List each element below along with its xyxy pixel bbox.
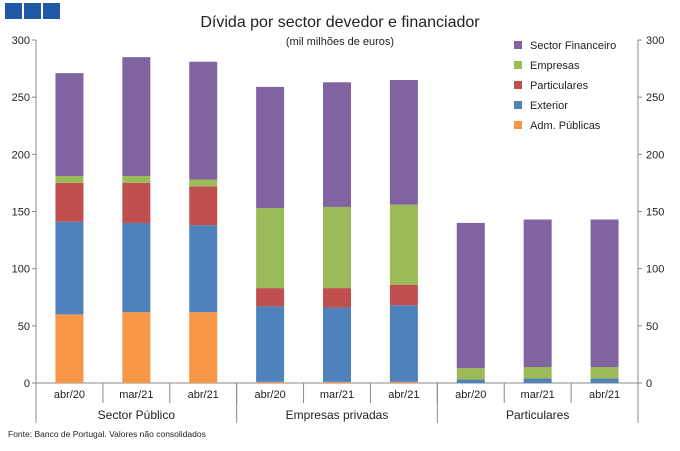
legend-label: Adm. Públicas	[530, 120, 601, 132]
bar-segment-sector-financeiro	[256, 86, 285, 209]
bar-segment-adm-p-blicas	[55, 314, 84, 383]
legend-label: Particulares	[530, 80, 589, 92]
bar-segment-adm-p-blicas	[389, 381, 418, 383]
x-tick-label: abr/21	[589, 389, 620, 401]
y-tick-label-left: 200	[12, 149, 30, 161]
bar-segment-particulares	[55, 182, 84, 222]
plot-area: 0 0 50 50 100 100 150 150 200 200 250 250 300 300 abr/…	[12, 35, 664, 423]
bar-segment-sector-financeiro	[323, 82, 351, 207]
bar-segment-exterior	[456, 379, 485, 383]
legend-swatch	[514, 81, 522, 89]
header-square	[24, 3, 41, 19]
y-tick-label-left: 100	[12, 264, 30, 276]
y-tick-label-left: 250	[12, 92, 30, 104]
bar-segment-empresas	[523, 366, 552, 379]
legend-label: Sector Financeiro	[530, 40, 616, 52]
bar-segment-exterior	[323, 307, 351, 382]
bar-segment-exterior	[256, 306, 285, 382]
bar-segment-empresas	[189, 179, 218, 187]
bar-segment-exterior	[55, 221, 84, 315]
legend-swatch	[514, 121, 522, 129]
bar-segment-exterior	[590, 378, 619, 383]
bar-segment-sector-financeiro	[456, 222, 485, 369]
group-label: Sector Público	[98, 408, 176, 422]
x-tick-label: mar/21	[521, 389, 555, 401]
y-tick-label-right: 50	[646, 321, 658, 333]
header-square	[5, 3, 22, 19]
header-logo	[5, 3, 60, 19]
bar-segment-empresas	[55, 176, 84, 183]
chart-title: Dívida por sector devedor e financiador	[200, 14, 480, 31]
bar-segment-sector-financeiro	[55, 73, 84, 177]
y-tick-label-right: 150	[646, 207, 664, 219]
chart-subtitle: (mil milhões de euros)	[286, 36, 394, 48]
x-tick-label: mar/21	[320, 389, 354, 401]
legend-swatch	[514, 61, 522, 69]
bar-segment-empresas	[323, 206, 351, 289]
bar-segment-empresas	[389, 204, 418, 285]
bar-segment-empresas	[456, 368, 485, 380]
bar-segment-sector-financeiro	[590, 219, 619, 367]
bar-segment-adm-p-blicas	[323, 381, 351, 383]
y-tick-label-right: 0	[646, 378, 652, 390]
bar-segment-particulares	[256, 288, 285, 307]
y-tick-label-left: 50	[18, 321, 30, 333]
legend-swatch	[514, 41, 522, 49]
bar-segment-exterior	[389, 305, 418, 382]
bar-segment-adm-p-blicas	[189, 312, 218, 383]
x-tick-label: abr/20	[54, 389, 85, 401]
x-tick-label: abr/20	[455, 389, 486, 401]
bar-segment-exterior	[523, 378, 552, 383]
group-label: Particulares	[506, 408, 569, 422]
x-tick-label: abr/21	[388, 389, 419, 401]
y-tick-label-right: 250	[646, 92, 664, 104]
y-tick-label-left: 150	[12, 207, 30, 219]
group-label: Empresas privadas	[286, 408, 389, 422]
bar-segment-adm-p-blicas	[122, 312, 151, 383]
bar-segment-particulares	[323, 288, 351, 308]
bar-segment-sector-financeiro	[189, 61, 218, 180]
y-tick-label-right: 200	[646, 149, 664, 161]
header-square	[43, 3, 60, 19]
bar-segment-sector-financeiro	[523, 219, 552, 367]
bar-segment-particulares	[389, 284, 418, 306]
legend-label: Exterior	[530, 100, 568, 112]
source-note: Fonte: Banco de Portugal. Valores não co…	[8, 429, 206, 439]
bar-segment-sector-financeiro	[389, 80, 418, 205]
bar-segment-adm-p-blicas	[256, 381, 285, 383]
y-tick-label-left: 300	[12, 35, 30, 47]
y-tick-label-right: 100	[646, 264, 664, 276]
bar-segment-particulares	[122, 182, 151, 223]
x-tick-label: abr/21	[188, 389, 219, 401]
y-tick-label-left: 0	[24, 378, 30, 390]
legend: Sector Financeiro Empresas Particulares Ext…	[514, 40, 616, 132]
x-tick-label: abr/20	[255, 389, 286, 401]
bar-segment-exterior	[122, 222, 151, 313]
legend-swatch	[514, 101, 522, 109]
bar-segment-empresas	[122, 176, 151, 183]
legend-label: Empresas	[530, 60, 580, 72]
bar-segment-empresas	[590, 366, 619, 379]
bar-segment-sector-financeiro	[122, 57, 151, 177]
x-tick-label: mar/21	[119, 389, 153, 401]
bar-segment-particulares	[189, 186, 218, 226]
y-tick-label-right: 300	[646, 35, 664, 47]
bar-segment-exterior	[189, 225, 218, 313]
bar-segment-empresas	[256, 208, 285, 289]
